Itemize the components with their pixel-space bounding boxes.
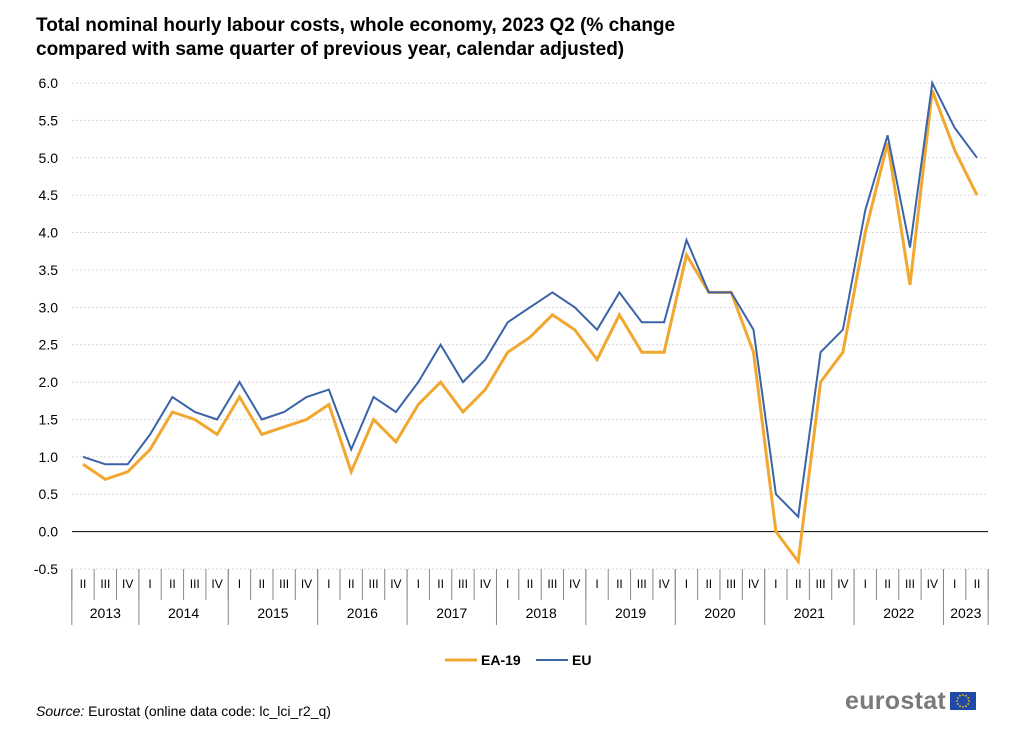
x-quarter-label: IV xyxy=(927,577,938,591)
eu-flag-icon xyxy=(950,692,977,710)
x-quarter-label: II xyxy=(348,577,355,591)
x-quarter-label: I xyxy=(595,577,598,591)
flag-star xyxy=(967,697,970,699)
line-chart: 6.0 5.5 5.0 4.5 4.0 3.5 3.0 2.5 2.0 1.5 1.0 0.5 0.0 -… xyxy=(34,75,989,668)
x-quarter-label: I xyxy=(148,577,151,591)
x-year-label: 2014 xyxy=(168,605,199,621)
y-tick-label: 5.5 xyxy=(39,112,59,128)
flag-star xyxy=(956,703,959,705)
x-quarter-label: IV xyxy=(569,577,580,591)
x-quarter-label: IV xyxy=(748,577,759,591)
y-tick-label: 0.0 xyxy=(39,524,59,540)
series-line-ea-19 xyxy=(82,89,979,566)
source-label: Source: xyxy=(36,703,85,719)
flag-star xyxy=(956,700,958,702)
gridlines xyxy=(72,82,988,570)
x-quarter-label: III xyxy=(637,577,647,591)
x-year-label: 2019 xyxy=(615,605,646,621)
x-quarter-label: IV xyxy=(122,577,133,591)
y-tick-label: 4.0 xyxy=(39,225,59,241)
series-lines xyxy=(82,79,979,566)
y-tick-label: 4.5 xyxy=(39,187,59,203)
x-year-label: 2022 xyxy=(883,605,914,621)
x-quarter-label: IV xyxy=(301,577,312,591)
x-quarter-label: I xyxy=(953,577,956,591)
x-quarter-label: III xyxy=(369,577,379,591)
x-year-label: 2020 xyxy=(704,605,735,621)
chart-title: Total nominal hourly labour costs, whole… xyxy=(36,14,996,62)
x-quarter-label: III xyxy=(905,577,915,591)
x-quarter-label: IV xyxy=(658,577,669,591)
source-text: Eurostat (online data code: lc_lci_r2_q) xyxy=(84,703,331,719)
x-quarter-label: I xyxy=(864,577,867,591)
x-quarter-label: II xyxy=(527,577,534,591)
x-year-label: 2018 xyxy=(526,605,557,621)
x-quarter-label: II xyxy=(974,577,981,591)
flag-star xyxy=(962,706,964,708)
x-quarter-label: III xyxy=(279,577,289,591)
flag-star xyxy=(959,705,961,708)
x-quarter-label: I xyxy=(506,577,509,591)
x-quarter-label: III xyxy=(547,577,557,591)
x-quarter-label: II xyxy=(705,577,712,591)
x-quarter-label: III xyxy=(816,577,826,591)
x-axis: II III IV I II III IV I II III IV I II III IV I II III IV I… xyxy=(71,531,989,625)
x-quarter-label: IV xyxy=(390,577,401,591)
x-year-label: 2017 xyxy=(436,605,467,621)
x-quarter-label: I xyxy=(327,577,330,591)
x-quarter-label: III xyxy=(100,577,110,591)
y-tick-label: 6.0 xyxy=(39,75,59,91)
legend-label: EA-19 xyxy=(481,652,521,668)
x-quarter-label: II xyxy=(884,577,891,591)
flag-star xyxy=(967,703,970,705)
x-quarter-label: II xyxy=(258,577,265,591)
x-quarter-label: I xyxy=(774,577,777,591)
x-year-label: 2016 xyxy=(347,605,378,621)
flag-star xyxy=(965,705,967,708)
x-year-label: 2023 xyxy=(950,605,981,621)
x-quarter-label: II xyxy=(80,577,87,591)
y-tick-label: 1.5 xyxy=(39,411,59,427)
x-year-label: 2015 xyxy=(257,605,288,621)
y-tick-label: 3.0 xyxy=(39,299,59,315)
x-quarter-label: III xyxy=(726,577,736,591)
y-tick-label: 0.5 xyxy=(39,486,59,502)
x-quarter-label: II xyxy=(437,577,444,591)
x-year-label: 2013 xyxy=(90,605,121,621)
series-line-eu xyxy=(82,79,978,519)
x-quarter-label: II xyxy=(616,577,623,591)
x-quarter-label: II xyxy=(795,577,802,591)
flag-star xyxy=(962,694,964,696)
x-quarter-label: III xyxy=(190,577,200,591)
y-tick-label: 5.0 xyxy=(39,150,59,166)
x-quarter-label: I xyxy=(685,577,688,591)
source-note: Source: Eurostat (online data code: lc_l… xyxy=(36,703,331,719)
y-tick-label: -0.5 xyxy=(34,561,58,577)
x-quarter-label: II xyxy=(169,577,176,591)
x-quarter-label: I xyxy=(238,577,241,591)
chart-title-line-1: Total nominal hourly labour costs, whole… xyxy=(36,15,676,36)
x-quarter-label: III xyxy=(458,577,468,591)
y-tick-label: 3.5 xyxy=(39,262,59,278)
y-tick-label: 2.5 xyxy=(39,337,59,353)
x-quarter-label: IV xyxy=(837,577,848,591)
y-tick-label: 1.0 xyxy=(39,449,59,465)
x-quarter-label: IV xyxy=(211,577,222,591)
flag-star xyxy=(956,697,959,699)
y-axis: 6.0 5.5 5.0 4.5 4.0 3.5 3.0 2.5 2.0 1.5 1.0 0.5 0.0 -… xyxy=(34,75,58,577)
x-quarter-label: I xyxy=(417,577,420,591)
x-quarter-label: IV xyxy=(480,577,491,591)
legend-label: EU xyxy=(572,652,591,668)
flag-star xyxy=(968,700,970,702)
eurostat-logo-word: eurostat xyxy=(845,686,947,715)
x-year-label: 2021 xyxy=(794,605,825,621)
flag-star xyxy=(965,694,967,697)
legend: EA-19 EU xyxy=(445,652,591,668)
chart-title-line-2: compared with same quarter of previous y… xyxy=(36,39,625,60)
eurostat-logo: eurostat xyxy=(845,686,977,715)
flag-star xyxy=(959,694,961,697)
y-tick-label: 2.0 xyxy=(39,374,59,390)
